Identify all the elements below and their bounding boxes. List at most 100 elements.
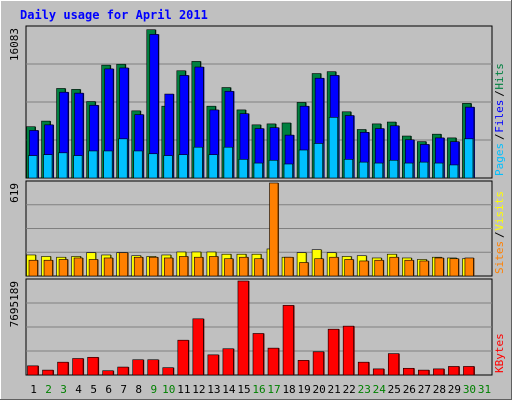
- panel-bottom-max-label: 7695189: [8, 281, 21, 327]
- day-label-17: 17: [267, 383, 280, 396]
- day-label-13: 13: [207, 383, 220, 396]
- bar-kbytes-day-6: [102, 370, 114, 376]
- bar-pages-day-13: [208, 154, 218, 179]
- bar-pages-day-27: [419, 161, 429, 179]
- bar-pages-day-11: [178, 154, 188, 179]
- bar-sites-day-8: [133, 256, 144, 277]
- day-label-20: 20: [313, 383, 326, 396]
- bar-sites-day-28: [434, 257, 444, 277]
- day-label-12: 12: [192, 383, 205, 396]
- bar-kbytes-day-9: [147, 359, 159, 376]
- bar-kbytes-day-8: [132, 359, 144, 376]
- day-label-5: 5: [90, 383, 97, 396]
- bar-sites-day-15: [239, 256, 249, 277]
- bar-pages-day-1: [28, 155, 38, 179]
- legend-separator: /: [493, 90, 506, 97]
- day-label-22: 22: [343, 383, 356, 396]
- bar-sites-day-21: [329, 256, 339, 277]
- bar-sites-day-27: [419, 260, 429, 277]
- day-label-2: 2: [45, 383, 52, 396]
- legend-separator: /: [493, 231, 506, 238]
- bar-pages-day-2: [43, 154, 53, 179]
- bar-kbytes-day-17: [267, 347, 279, 376]
- legend-kbytes: KBytes: [493, 333, 506, 373]
- bar-pages-day-12: [193, 146, 203, 179]
- bar-kbytes-day-14: [222, 348, 234, 376]
- bar-pages-day-4: [73, 155, 83, 179]
- bar-kbytes-day-19: [297, 360, 309, 376]
- bar-pages-day-14: [223, 146, 233, 179]
- bar-sites-day-10: [163, 257, 174, 277]
- bar-pages-day-10: [163, 155, 173, 179]
- day-label-7: 7: [120, 383, 127, 396]
- day-label-25: 25: [388, 383, 401, 396]
- bar-kbytes-day-1: [27, 365, 39, 376]
- bar-sites-day-12: [194, 256, 204, 277]
- legend-hits: Hits: [493, 63, 506, 90]
- bar-pages-day-25: [388, 159, 399, 179]
- bar-kbytes-day-5: [87, 356, 99, 376]
- bar-sites-day-18: [284, 256, 294, 277]
- day-label-6: 6: [105, 383, 112, 396]
- bar-kbytes-day-12: [192, 318, 204, 376]
- panel-middle-max-label: 619: [8, 183, 21, 203]
- bar-kbytes-day-30: [463, 366, 475, 376]
- legend-pages: Pages: [493, 143, 506, 176]
- day-label-24: 24: [373, 383, 387, 396]
- bar-kbytes-day-4: [72, 358, 84, 376]
- bars-layer: [26, 29, 475, 376]
- bar-pages-day-23: [358, 161, 369, 179]
- bar-pages-day-15: [238, 159, 248, 179]
- panels-background: [25, 25, 493, 376]
- bar-kbytes-day-10: [162, 367, 174, 376]
- bar-pages-day-16: [253, 162, 263, 179]
- bar-sites-day-24: [374, 259, 384, 277]
- bar-pages-day-9: [148, 153, 158, 179]
- day-label-30: 30: [463, 383, 476, 396]
- bar-sites-day-4: [73, 257, 83, 277]
- bar-sites-day-1: [28, 259, 38, 277]
- bar-sites-day-13: [209, 256, 219, 277]
- legend-files: Files: [493, 100, 506, 133]
- bar-pages-day-28: [434, 162, 444, 179]
- bar-pages-day-29: [449, 164, 459, 179]
- bar-sites-day-26: [404, 259, 414, 277]
- bar-pages-day-20: [313, 143, 323, 179]
- bar-pages-day-26: [404, 162, 414, 179]
- bar-pages-day-18: [283, 163, 293, 179]
- bar-kbytes-day-21: [327, 328, 339, 376]
- bar-pages-day-5: [88, 150, 98, 179]
- bar-sites-day-22: [344, 259, 354, 277]
- bar-pages-day-8: [133, 150, 143, 179]
- bar-sites-day-14: [224, 258, 234, 277]
- panel-top-max-label: 16083: [8, 28, 21, 61]
- bar-kbytes-day-18: [282, 305, 294, 376]
- bar-kbytes-day-28: [433, 368, 445, 376]
- bar-pages-day-30: [464, 138, 474, 179]
- bar-kbytes-day-25: [387, 353, 400, 376]
- bar-sites-day-25: [389, 256, 399, 277]
- bar-sites-day-19: [299, 262, 309, 277]
- bar-pages-day-6: [103, 150, 113, 179]
- bar-sites-day-23: [359, 260, 369, 277]
- day-label-16: 16: [252, 383, 265, 396]
- bar-sites-day-16: [254, 258, 264, 277]
- bar-kbytes-day-29: [448, 366, 460, 376]
- day-label-28: 28: [433, 383, 446, 396]
- day-label-10: 10: [162, 383, 175, 396]
- bar-kbytes-day-20: [312, 351, 324, 376]
- bar-sites-day-9: [148, 256, 159, 277]
- bar-kbytes-day-15: [237, 280, 249, 376]
- day-label-15: 15: [237, 383, 250, 396]
- legend-visits: Visits: [493, 191, 506, 231]
- day-label-1: 1: [30, 383, 37, 396]
- bar-sites-day-7: [118, 252, 128, 277]
- bar-pages-day-19: [298, 149, 308, 179]
- day-label-4: 4: [75, 383, 82, 396]
- day-label-21: 21: [328, 383, 341, 396]
- bar-sites-day-17: [269, 182, 279, 277]
- bar-kbytes-day-22: [342, 325, 354, 376]
- bar-sites-day-29: [449, 258, 459, 277]
- bar-kbytes-day-13: [207, 354, 219, 376]
